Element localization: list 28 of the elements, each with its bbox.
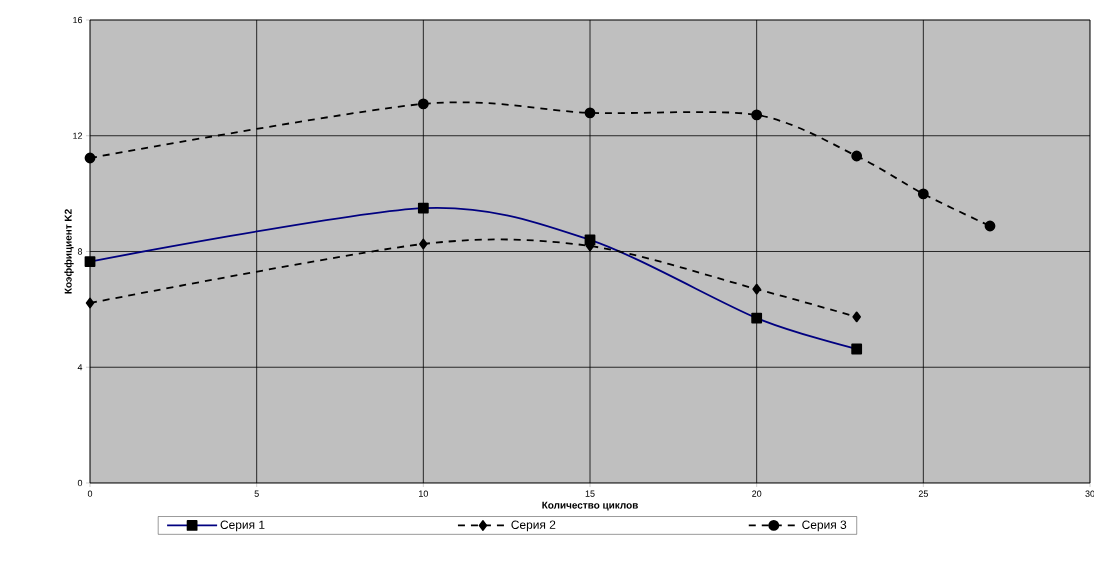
point [417, 98, 429, 110]
y-tick-label: 16 [73, 16, 83, 24]
y-axis-title: Коэффициент K2 [64, 209, 74, 294]
point [851, 150, 863, 162]
point [584, 107, 596, 119]
point [84, 152, 96, 164]
x-tick-label: 30 [1085, 490, 1094, 497]
x-tick-label: 20 [752, 490, 762, 497]
point [419, 238, 428, 250]
x-tick-label: 10 [419, 490, 428, 497]
point [85, 297, 95, 309]
point [984, 220, 996, 232]
x-tick-label: 15 [585, 490, 595, 497]
point [917, 188, 929, 200]
y-tick-label: 12 [73, 132, 83, 139]
y-tick-label: 8 [77, 248, 83, 255]
x-axis-title: Количество циклов [542, 501, 638, 511]
legend-label: Серия 3 [802, 520, 847, 532]
point [752, 283, 761, 295]
legend-label: Серия 2 [511, 520, 556, 532]
point [852, 311, 861, 323]
x-tick-label: 25 [918, 490, 928, 497]
x-tick-label: 0 [87, 490, 93, 497]
x-tick-label: 5 [254, 490, 259, 497]
point [751, 109, 763, 121]
legend-label: Серия 1 [220, 520, 265, 532]
y-tick-label: 4 [77, 364, 83, 371]
y-tick-label: 0 [77, 479, 83, 487]
